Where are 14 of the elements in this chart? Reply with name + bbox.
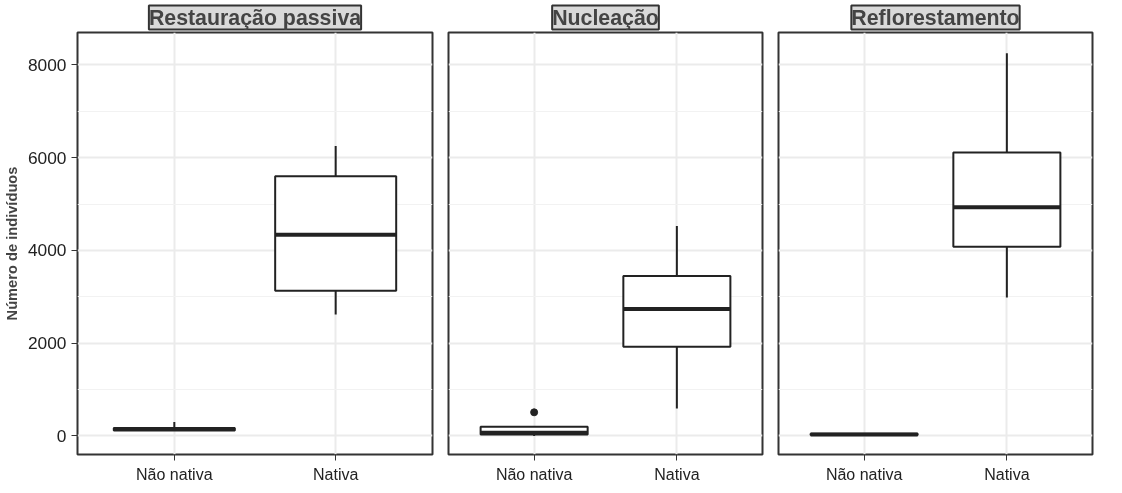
chart-title: Reflorestamento xyxy=(851,5,1020,30)
y-tick-label: 2000 xyxy=(27,333,67,354)
y-axis-title: Número de indivíduos xyxy=(3,166,20,321)
y-tick-label: 6000 xyxy=(27,147,67,168)
x-tick-label: Nativa xyxy=(984,465,1030,483)
x-tick-label: Não nativa xyxy=(495,465,573,483)
x-tick-label: Não nativa xyxy=(136,465,213,483)
y-tick-label: 8000 xyxy=(27,54,67,75)
chart-title: Nucleação xyxy=(552,5,659,30)
x-tick-label: Não nativa xyxy=(825,465,903,483)
y-tick-label: 4000 xyxy=(27,240,67,261)
x-tick-label: Nativa xyxy=(313,465,359,483)
x-tick-label: Nativa xyxy=(654,465,700,483)
y-tick-label: 0 xyxy=(56,425,67,446)
